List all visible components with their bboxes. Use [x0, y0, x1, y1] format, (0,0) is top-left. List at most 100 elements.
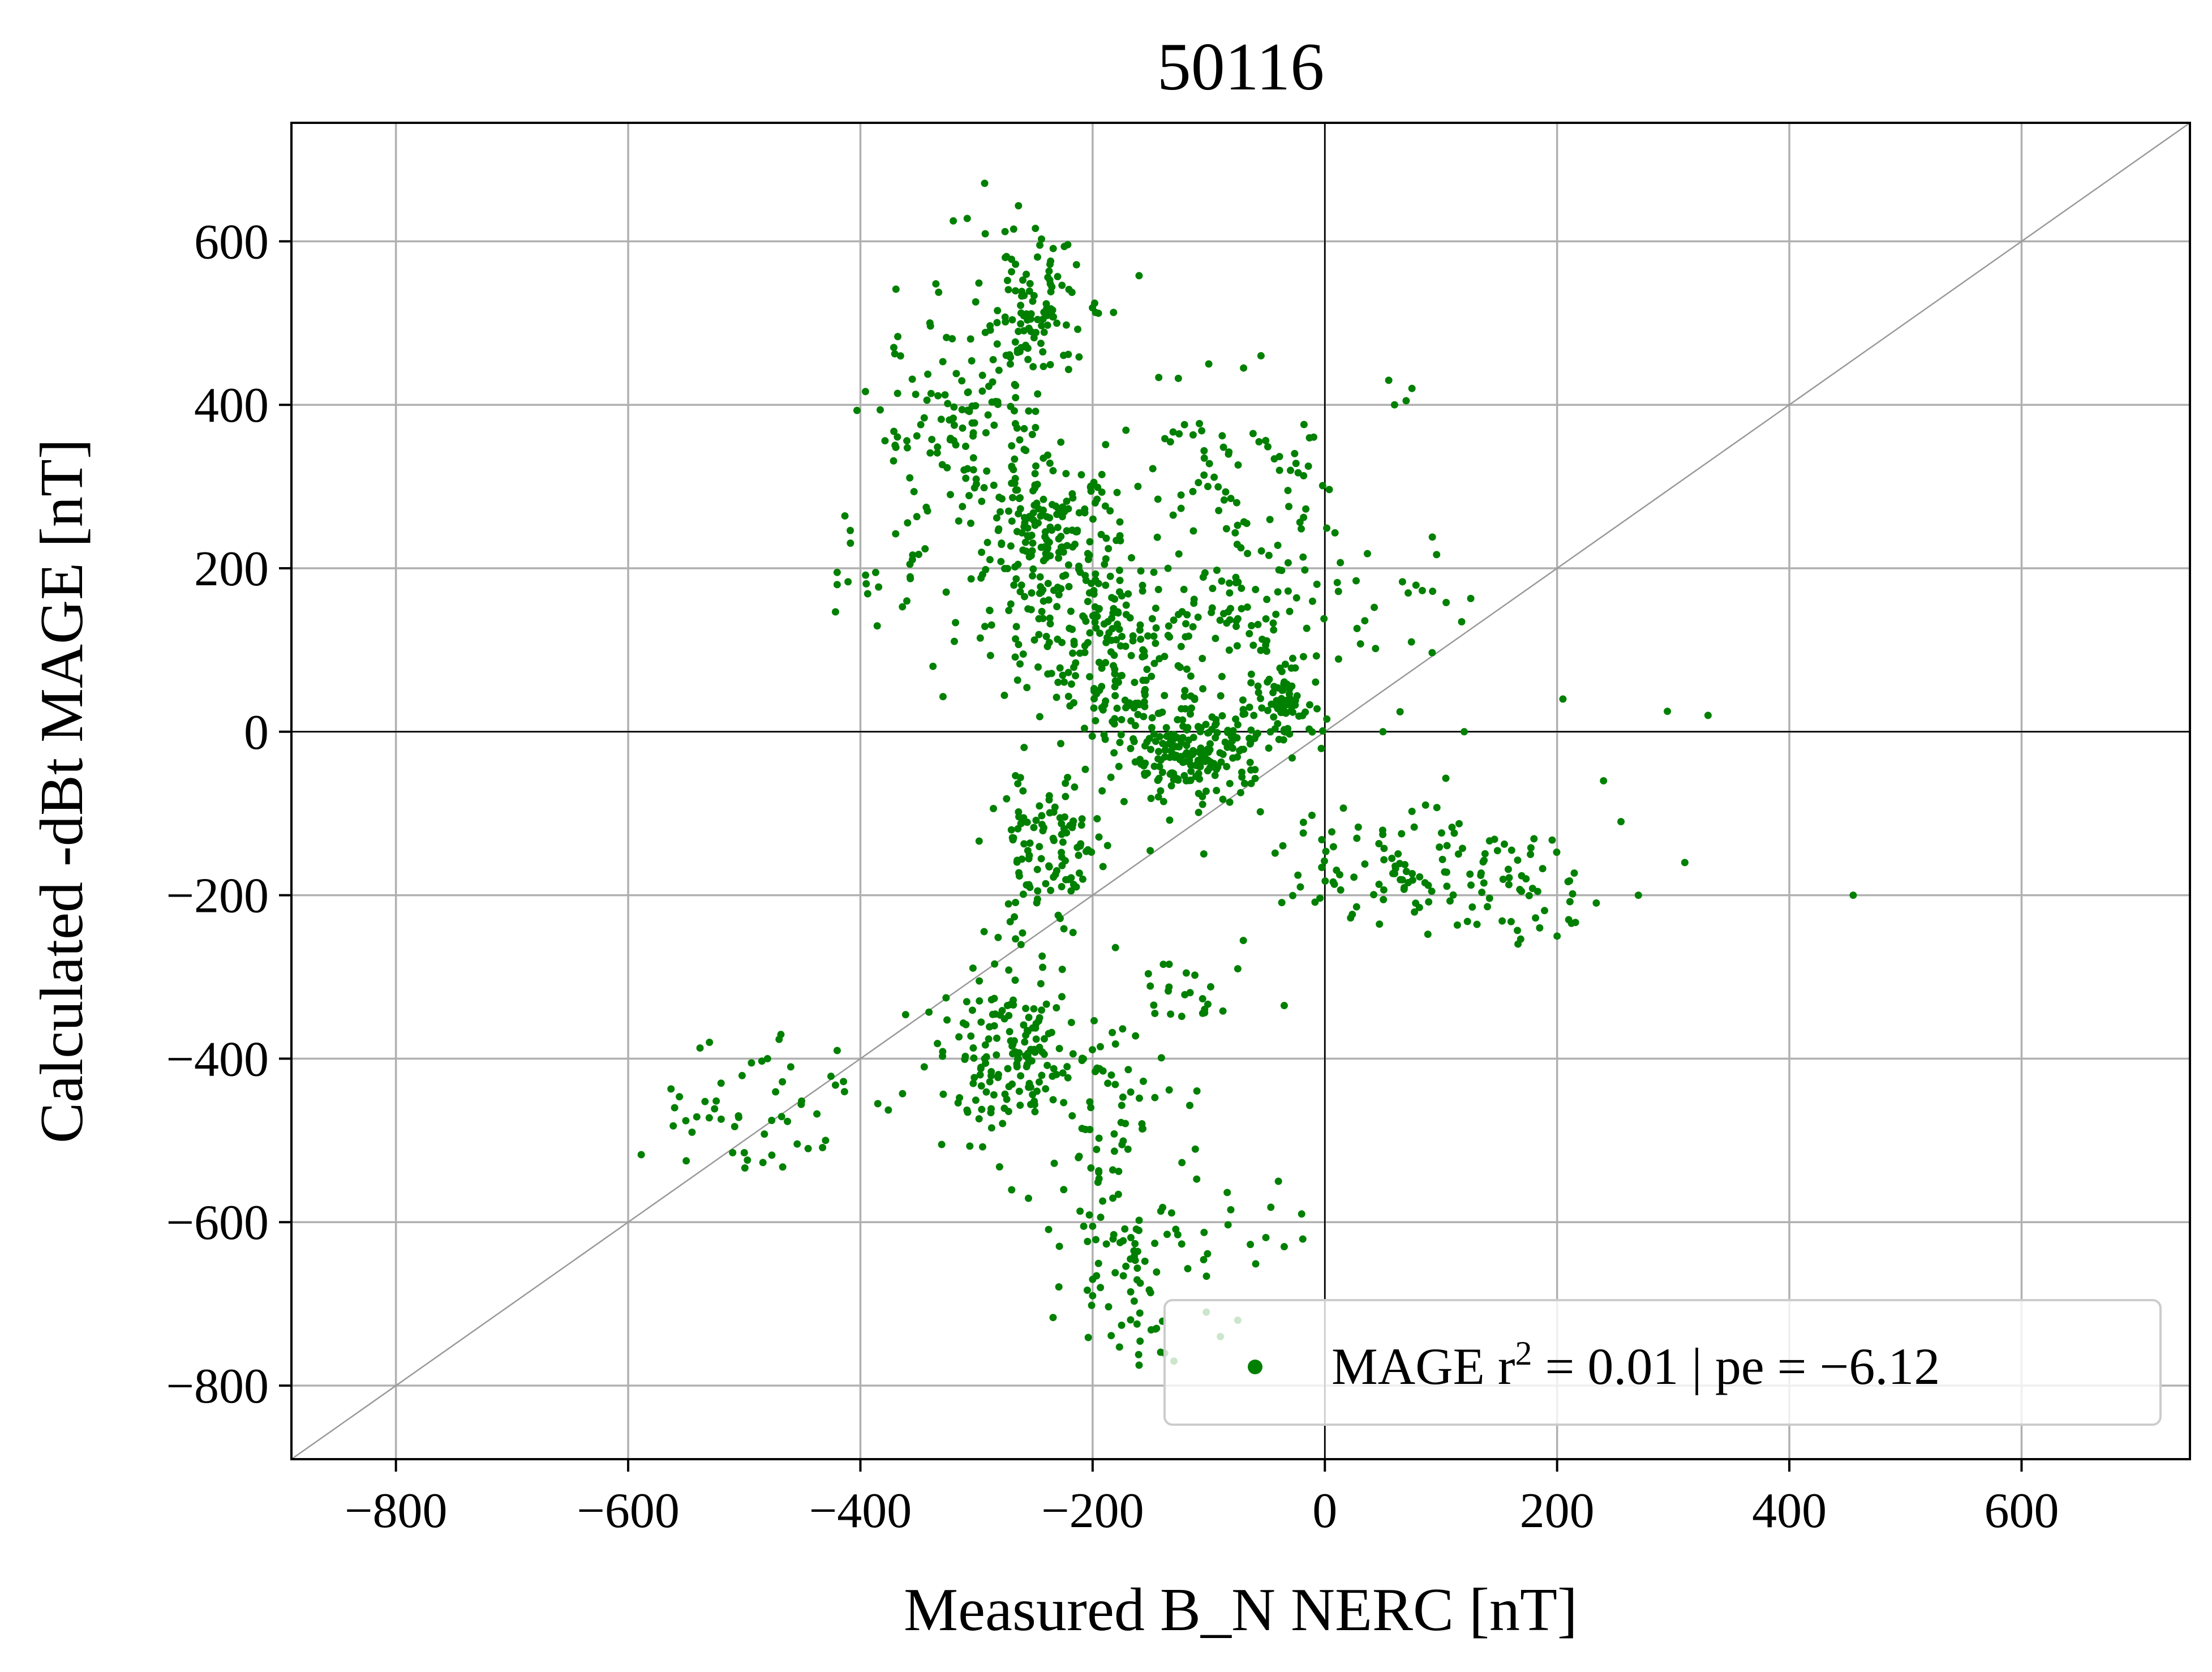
data-point — [1288, 654, 1296, 662]
data-point — [1013, 676, 1021, 684]
data-point — [1024, 847, 1032, 855]
data-point — [1038, 235, 1046, 243]
data-point — [1025, 1013, 1033, 1021]
data-point — [985, 1035, 993, 1043]
data-point — [935, 288, 943, 296]
data-point — [891, 350, 899, 358]
data-point — [1011, 653, 1019, 661]
data-point — [813, 1110, 821, 1118]
data-point — [667, 1085, 675, 1093]
data-point — [1553, 848, 1561, 856]
data-point — [871, 568, 879, 576]
data-point — [682, 1157, 690, 1165]
data-point — [909, 551, 917, 559]
data-point — [1075, 353, 1083, 361]
data-point — [1281, 661, 1289, 668]
x-tick-label: 0 — [1312, 1484, 1337, 1538]
data-point — [1017, 309, 1025, 317]
data-point — [1189, 623, 1197, 631]
data-point — [1165, 983, 1173, 991]
data-point — [1042, 1000, 1050, 1008]
data-point — [1236, 747, 1244, 754]
data-point — [994, 398, 1002, 406]
data-point — [1570, 869, 1578, 877]
data-point — [1299, 1235, 1307, 1243]
data-point — [1145, 1286, 1153, 1294]
data-point — [1070, 663, 1078, 671]
data-point — [1256, 808, 1264, 816]
data-point — [903, 597, 911, 605]
data-point — [1238, 768, 1246, 776]
data-point — [1189, 734, 1197, 741]
data-point — [1060, 508, 1068, 516]
data-point — [1183, 611, 1191, 619]
data-point — [1298, 525, 1305, 533]
data-point — [1178, 1240, 1186, 1248]
data-point — [1195, 748, 1202, 756]
data-point — [1222, 525, 1230, 533]
data-point — [1211, 771, 1219, 779]
data-point — [1167, 1209, 1175, 1217]
data-point — [1153, 1268, 1161, 1276]
data-point — [1102, 440, 1110, 448]
data-point — [1088, 732, 1096, 740]
data-point — [969, 1079, 977, 1087]
data-point — [1216, 749, 1224, 757]
data-point — [1480, 879, 1488, 887]
data-point — [1011, 976, 1019, 984]
data-point — [1058, 820, 1066, 828]
data-point — [1186, 1101, 1194, 1109]
data-point — [1053, 511, 1061, 518]
data-point — [1165, 1086, 1173, 1094]
data-point — [1067, 680, 1075, 688]
data-point — [939, 1090, 947, 1098]
data-point — [1478, 889, 1486, 897]
data-point — [1006, 351, 1013, 359]
data-point — [1139, 581, 1146, 589]
data-point — [784, 1117, 792, 1125]
data-point — [1099, 1197, 1107, 1205]
y-tick-label: −800 — [166, 1359, 269, 1414]
data-point — [1060, 1186, 1068, 1194]
data-point — [1247, 779, 1255, 787]
data-point — [1069, 1050, 1077, 1058]
data-point — [1354, 823, 1362, 831]
data-point — [1130, 1297, 1138, 1305]
data-point — [1060, 925, 1068, 933]
data-point — [967, 519, 974, 527]
data-point — [738, 1071, 746, 1079]
data-point — [966, 1142, 974, 1150]
data-point — [1054, 635, 1062, 643]
data-point — [1110, 1231, 1118, 1238]
data-point — [984, 411, 992, 419]
data-point — [1105, 629, 1113, 637]
data-point — [1280, 680, 1288, 688]
data-point — [960, 466, 968, 474]
data-point — [1134, 482, 1142, 490]
data-point — [1251, 774, 1259, 782]
data-point — [853, 406, 861, 414]
data-point — [1098, 488, 1106, 496]
data-point — [1062, 792, 1070, 800]
data-point — [1146, 982, 1154, 990]
data-point — [1038, 952, 1046, 960]
data-point — [1251, 766, 1259, 774]
data-point — [1166, 438, 1174, 446]
data-point — [983, 467, 991, 475]
data-point — [1028, 531, 1036, 539]
data-point — [1443, 842, 1451, 850]
data-point — [1262, 648, 1270, 655]
data-point — [1225, 579, 1233, 587]
data-point — [1183, 749, 1191, 757]
data-point — [1442, 774, 1450, 782]
data-point — [1091, 499, 1099, 507]
data-point — [1017, 344, 1025, 351]
data-point — [1161, 692, 1169, 700]
data-point — [1536, 924, 1544, 932]
data-point — [1280, 1002, 1288, 1010]
data-point — [1027, 310, 1035, 318]
data-point — [1223, 1189, 1231, 1197]
data-point — [1025, 287, 1033, 295]
data-point — [1559, 695, 1567, 703]
data-point — [995, 525, 1003, 533]
